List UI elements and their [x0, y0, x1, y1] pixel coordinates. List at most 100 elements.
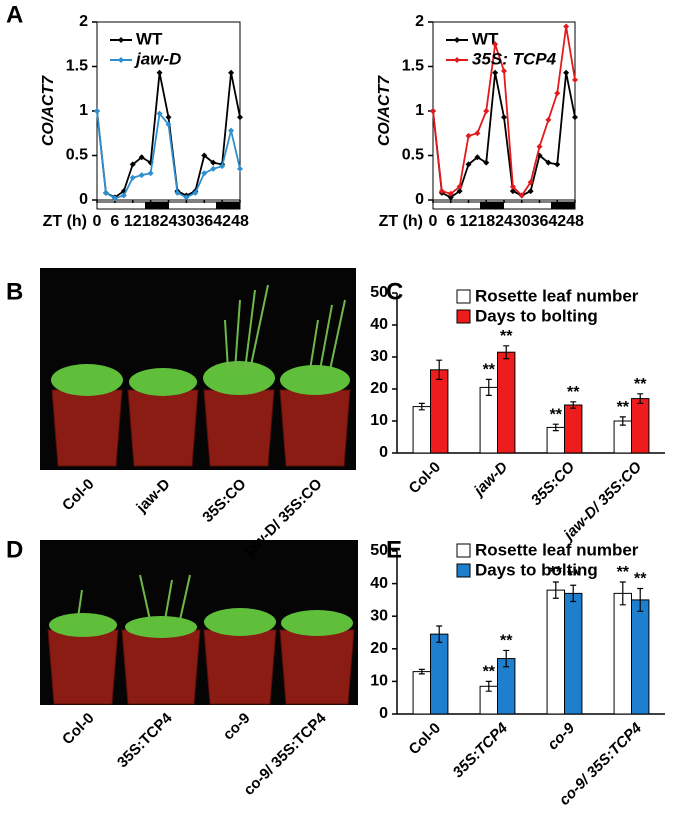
legend-marker — [118, 57, 124, 63]
legend-marker — [118, 37, 124, 43]
legend-marker — [454, 37, 460, 43]
bar — [613, 420, 633, 454]
y-tick-label: 50 — [370, 284, 388, 301]
bar — [430, 633, 449, 715]
y-tick-label: 40 — [370, 575, 388, 592]
point — [201, 152, 208, 159]
error-bar — [637, 393, 644, 404]
point — [156, 110, 163, 117]
error-bar — [436, 625, 443, 643]
y-tick-label: 40 — [370, 316, 388, 333]
point — [111, 195, 118, 202]
point — [228, 127, 235, 134]
significance-label: ** — [617, 399, 630, 416]
photo-label: Col-0 — [59, 710, 98, 749]
significance-label: ** — [483, 362, 496, 379]
legend-marker — [454, 57, 460, 63]
error-bar — [485, 680, 492, 692]
x-tick-label: 12 — [460, 213, 478, 230]
y-tick-label: 30 — [370, 348, 388, 365]
x-tick-label: co-9 — [544, 719, 578, 753]
point — [563, 23, 570, 30]
point — [518, 192, 525, 199]
point — [509, 183, 516, 190]
point — [572, 114, 578, 121]
error-bar — [619, 581, 626, 606]
bar — [412, 406, 431, 454]
error-bar — [418, 402, 425, 411]
y-tick-label: 1 — [415, 102, 424, 119]
x-tick-label: 0 — [93, 213, 102, 230]
y-axis-label: CO/ACT7 — [40, 75, 57, 146]
x-tick-label: 0 — [429, 213, 438, 230]
point — [447, 190, 454, 197]
x-tick-label: Col-0 — [406, 459, 445, 498]
panel-letter: E — [386, 536, 402, 563]
y-tick-label: 20 — [370, 380, 388, 397]
point — [183, 194, 190, 201]
point — [210, 165, 217, 172]
legend-label: Days to bolting — [475, 560, 598, 579]
y-tick-label: 0 — [415, 191, 424, 208]
x-tick-label: 6 — [446, 213, 455, 230]
x-tick-label: 30 — [513, 213, 531, 230]
bar — [613, 592, 633, 715]
point — [192, 189, 199, 196]
point — [138, 172, 145, 179]
x-tick-label: 18 — [142, 213, 160, 230]
significance-label: ** — [500, 328, 513, 345]
photo-label: Col-0 — [59, 476, 98, 515]
significance-label: ** — [483, 664, 496, 681]
error-bar — [552, 581, 559, 599]
error-bar — [485, 378, 492, 396]
legend-label: jaw-D — [134, 49, 181, 68]
point — [527, 179, 534, 186]
significance-label: ** — [617, 564, 630, 581]
legend-swatch — [456, 563, 471, 578]
x-axis-label: ZT (h) — [43, 213, 87, 230]
point — [156, 69, 163, 76]
point — [94, 108, 100, 114]
x-tick-label: 42 — [548, 213, 566, 230]
error-bar — [503, 649, 510, 668]
x-tick-label: 24 — [495, 213, 513, 230]
y-tick-label: 0 — [379, 444, 388, 461]
point — [129, 174, 136, 181]
legend-label: WT — [136, 29, 163, 48]
point — [509, 188, 516, 195]
panel-letter: B — [6, 278, 23, 305]
significance-label: ** — [634, 376, 647, 393]
y-tick-label: 1 — [79, 102, 88, 119]
error-bar — [619, 416, 626, 426]
y-tick-label: 2 — [79, 13, 88, 30]
point — [554, 161, 561, 168]
point — [492, 41, 499, 48]
y-tick-label: 1.5 — [66, 58, 88, 75]
significance-label: ** — [500, 633, 513, 650]
y-tick-label: 0 — [379, 705, 388, 722]
error-bar — [552, 423, 559, 432]
legend-label: Rosette leaf number — [475, 540, 639, 559]
point — [219, 163, 226, 170]
point — [501, 114, 507, 121]
y-axis-label: CO/ACT7 — [376, 75, 393, 146]
error-bar — [570, 584, 577, 603]
x-tick-label: 35S:TCP4 — [450, 719, 512, 781]
legend-label: Days to bolting — [475, 306, 598, 325]
point — [102, 189, 109, 196]
point — [438, 188, 445, 195]
bar — [631, 398, 650, 454]
photo-label: co-9 — [220, 710, 254, 744]
x-tick-label: Col-0 — [406, 720, 445, 759]
significance-label: ** — [634, 571, 647, 588]
series-line — [432, 72, 576, 199]
x-axis-label: ZT (h) — [379, 213, 423, 230]
y-tick-label: 0.5 — [402, 147, 424, 164]
point — [120, 192, 127, 199]
x-tick-label: 42 — [213, 213, 231, 230]
point — [536, 143, 543, 150]
point — [210, 159, 217, 166]
point — [474, 154, 481, 161]
error-bar — [637, 587, 644, 612]
photo-label: jaw-D — [133, 476, 174, 517]
